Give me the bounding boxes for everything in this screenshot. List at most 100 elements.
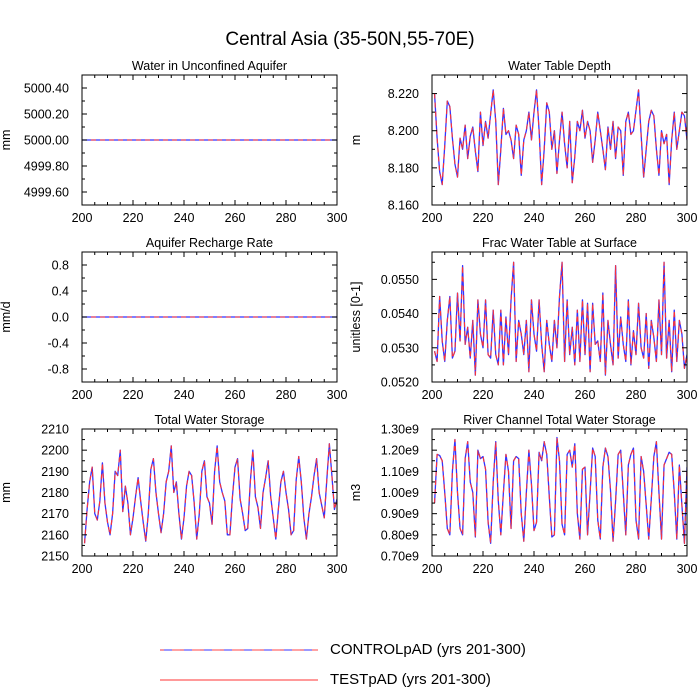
y-tick-label: 8.200: [388, 124, 419, 138]
x-tick-label: 300: [327, 211, 348, 225]
x-tick-label: 200: [422, 562, 443, 576]
y-tick-label: 2170: [41, 507, 69, 521]
series-group: [433, 436, 687, 544]
y-tick-label: 0.80e9: [381, 528, 419, 542]
series-control-line: [433, 89, 687, 186]
x-tick-label: 220: [473, 211, 494, 225]
series-test-line: [434, 89, 687, 186]
x-tick-label: 300: [677, 211, 698, 225]
legend-swatch-test: [160, 679, 318, 681]
x-tick-label: 200: [72, 562, 93, 576]
y-tick-label: -0.8: [47, 363, 69, 377]
x-tick-label: 200: [72, 388, 93, 402]
panel-title: Aquifer Recharge Rate: [146, 236, 273, 250]
y-tick-label: 5000.00: [24, 134, 69, 148]
panel-title: Water Table Depth: [508, 59, 611, 73]
y-tick-label: 4999.80: [24, 160, 69, 174]
y-axis-label: m3: [349, 484, 363, 501]
legend-label-test: TESTpAD (yrs 201-300): [330, 671, 491, 688]
x-tick-label: 300: [327, 562, 348, 576]
x-tick-label: 240: [524, 562, 545, 576]
y-tick-label: 0.0530: [381, 341, 419, 355]
x-tick-label: 220: [123, 562, 144, 576]
series-test-line: [84, 443, 337, 544]
panel-3: Aquifer Recharge Rate mm/d 200 220 240 260 280…: [0, 236, 347, 402]
series-control-line: [83, 443, 337, 544]
y-tick-label: 5000.20: [24, 108, 69, 122]
y-tick-label: 2190: [41, 465, 69, 479]
y-tick-label: 1.10e9: [381, 465, 419, 479]
y-tick-label: 0.70e9: [381, 550, 419, 564]
y-tick-label: 0.8: [52, 259, 69, 273]
y-tick-label: 2180: [41, 486, 69, 500]
y-axis-label: mm: [0, 482, 13, 503]
y-axis-label: mm/d: [0, 301, 13, 332]
y-tick-label: 8.220: [388, 87, 419, 101]
series-control-line: [433, 436, 687, 544]
x-tick-label: 280: [626, 211, 647, 225]
y-axis-label: m: [349, 135, 363, 145]
y-tick-label: 2160: [41, 528, 69, 542]
series-group: [433, 261, 687, 376]
y-tick-label: 2200: [41, 444, 69, 458]
y-axis-label: unitless [0-1]: [349, 282, 363, 353]
y-tick-label: -0.4: [47, 337, 69, 351]
x-tick-label: 260: [575, 211, 596, 225]
legend-label-control: CONTROLpAD (yrs 201-300): [330, 641, 526, 658]
legend-swatch-control: [160, 649, 318, 651]
x-tick-label: 280: [276, 562, 297, 576]
x-tick-label: 300: [677, 562, 698, 576]
panel-title: River Channel Total Water Storage: [463, 413, 656, 427]
y-tick-label: 8.180: [388, 161, 419, 175]
y-tick-label: 1.00e9: [381, 486, 419, 500]
panel-2: Water Table Depth m 200 220 240 260 280 300 8.16…: [349, 59, 697, 225]
panel-4: Frac Water Table at Surface unitless [0-1…: [349, 236, 697, 402]
y-tick-label: 8.160: [388, 199, 419, 213]
x-tick-label: 240: [524, 388, 545, 402]
figure-title: Central Asia (35-50N,55-70E): [225, 29, 475, 50]
y-tick-label: 1.20e9: [381, 444, 419, 458]
x-tick-label: 300: [327, 388, 348, 402]
x-tick-label: 260: [575, 562, 596, 576]
x-tick-label: 280: [276, 388, 297, 402]
y-tick-label: 0.0540: [381, 307, 419, 321]
x-tick-label: 280: [626, 562, 647, 576]
panel-title: Total Water Storage: [154, 413, 264, 427]
x-tick-label: 200: [422, 211, 443, 225]
plot-frame: [81, 428, 338, 557]
panel-title: Water in Unconfined Aquifer: [132, 59, 287, 73]
x-tick-label: 200: [72, 211, 93, 225]
y-tick-label: 5000.40: [24, 82, 69, 96]
x-tick-label: 280: [276, 211, 297, 225]
x-tick-label: 260: [225, 211, 246, 225]
y-tick-label: 2150: [41, 550, 69, 564]
x-tick-label: 220: [123, 211, 144, 225]
y-axis-label: mm: [0, 130, 13, 151]
x-tick-label: 240: [174, 562, 195, 576]
x-tick-label: 260: [225, 562, 246, 576]
x-tick-label: 240: [174, 211, 195, 225]
y-tick-label: 0.0: [52, 311, 69, 325]
y-tick-label: 0.0520: [381, 376, 419, 390]
x-tick-label: 260: [225, 388, 246, 402]
y-tick-label: 1.30e9: [381, 423, 419, 437]
x-tick-label: 220: [473, 388, 494, 402]
x-tick-label: 240: [174, 388, 195, 402]
series-test-line: [434, 261, 687, 376]
y-tick-label: 0.4: [52, 285, 69, 299]
x-tick-label: 300: [677, 388, 698, 402]
x-tick-label: 220: [473, 562, 494, 576]
x-tick-label: 240: [524, 211, 545, 225]
x-tick-label: 280: [626, 388, 647, 402]
panel-5: Total Water Storage mm 200 220 240 260 280 300 2…: [0, 413, 347, 576]
y-tick-label: 4999.60: [24, 186, 69, 200]
y-tick-label: 0.90e9: [381, 507, 419, 521]
x-tick-label: 200: [422, 388, 443, 402]
x-tick-label: 220: [123, 388, 144, 402]
series-group: [83, 443, 337, 544]
series-group: [433, 89, 687, 186]
series-test-line: [434, 436, 687, 544]
x-tick-label: 260: [575, 388, 596, 402]
